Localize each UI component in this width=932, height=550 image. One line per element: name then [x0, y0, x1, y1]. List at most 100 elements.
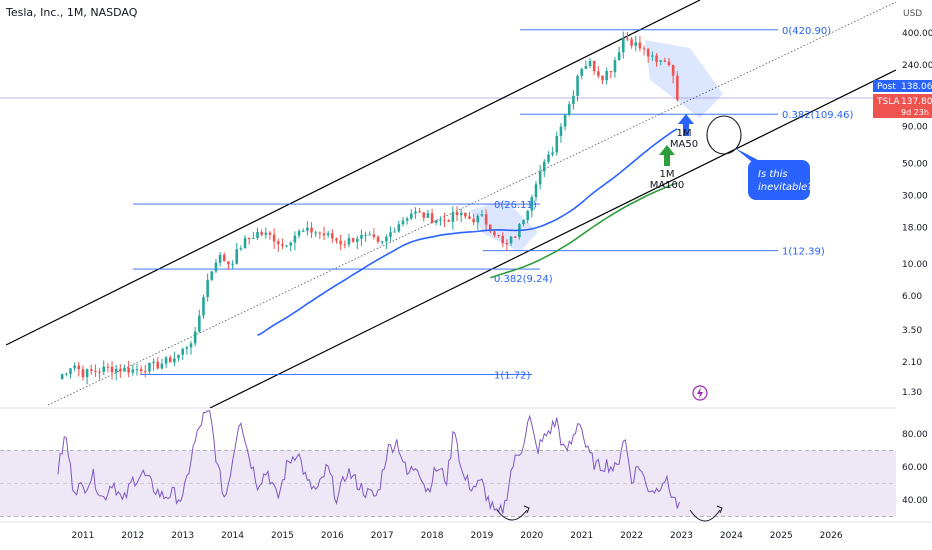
- candle-body: [372, 234, 376, 237]
- candle-body: [439, 219, 442, 221]
- candle-body: [484, 214, 488, 225]
- candle-body: [509, 236, 513, 244]
- callout-pointer: [735, 148, 758, 162]
- candle-body: [293, 235, 297, 243]
- candle-body: [218, 254, 222, 263]
- channel-median: [47, 1, 896, 406]
- candle-body: [459, 212, 463, 216]
- candle-body: [422, 212, 426, 218]
- candle-body: [272, 234, 276, 242]
- price-tick: 30.00: [902, 191, 928, 201]
- price-tick: 3.50: [902, 326, 922, 336]
- candle-body: [135, 369, 139, 371]
- candle-body: [609, 70, 613, 73]
- lightning-bolt: [697, 387, 703, 399]
- candle-body: [505, 243, 509, 245]
- post-label: Post: [877, 82, 896, 92]
- candle-body: [110, 366, 114, 373]
- candle-body: [106, 366, 110, 368]
- price-tick: 400.00: [902, 29, 932, 39]
- ma100-arrow-icon: [659, 145, 675, 166]
- candle-body: [326, 233, 330, 236]
- time-tick: 2026: [820, 531, 843, 541]
- candle-body: [572, 95, 575, 105]
- rsi-tick: 60.00: [902, 463, 928, 473]
- price-tick: 1.30: [902, 388, 922, 398]
- candle-body: [659, 60, 662, 62]
- candle-body: [393, 231, 396, 233]
- candle-body: [331, 233, 334, 239]
- callout-text-line1: Is this: [758, 169, 788, 180]
- candle-body: [189, 343, 193, 348]
- candle-body: [69, 368, 72, 374]
- candle-body: [634, 42, 638, 46]
- candle-body: [301, 230, 305, 232]
- candle-body: [89, 369, 93, 371]
- candle-body: [447, 220, 450, 222]
- candle-body: [127, 367, 130, 373]
- candle-body: [102, 366, 106, 372]
- candle-body: [148, 362, 151, 372]
- fib-label-4: 0.382(9.24): [494, 274, 553, 285]
- candle-body: [198, 315, 201, 332]
- currency-label: USD: [903, 9, 922, 19]
- candle-body: [181, 348, 184, 355]
- candle-body: [65, 373, 68, 375]
- candle-body: [160, 363, 164, 369]
- ma-label-ma100: MA100: [650, 180, 685, 191]
- ma-label-ma50: 1M: [677, 128, 692, 139]
- channel-upper: [5, 0, 701, 346]
- candle-body: [667, 61, 671, 65]
- time-tick: 2014: [221, 531, 244, 541]
- candle-body: [139, 369, 143, 372]
- price-tick: 2.10: [902, 358, 922, 368]
- price-tick: 90.00: [902, 122, 928, 132]
- candle-body: [493, 231, 496, 235]
- candle-body: [214, 262, 218, 272]
- time-tick: 2020: [520, 531, 543, 541]
- time-tick: 2023: [670, 531, 693, 541]
- candle-body: [676, 75, 679, 100]
- candle-body: [119, 368, 122, 372]
- correction-box-2022: [645, 40, 723, 118]
- ma50-arrow-icon: [678, 114, 694, 136]
- candle-body: [468, 216, 471, 219]
- candle-body: [81, 369, 85, 378]
- price-tick: 240.00: [902, 61, 932, 71]
- candle-body: [131, 369, 135, 373]
- time-tick: 2013: [171, 531, 194, 541]
- callout-bubble: [748, 160, 810, 200]
- ma-label-ma100: 1M: [660, 169, 675, 180]
- candle-body: [534, 184, 538, 198]
- candle-body: [455, 212, 459, 216]
- candle-body: [347, 238, 351, 245]
- candle-body: [98, 371, 101, 373]
- candle-body: [646, 49, 650, 57]
- candle-body: [405, 218, 409, 221]
- candle-body: [476, 215, 480, 223]
- candle-body: [497, 234, 500, 236]
- rsi-tick: 40.00: [902, 496, 928, 506]
- post-value: 138.06: [901, 82, 932, 92]
- chart-title: Tesla, Inc., 1M, NASDAQ: [6, 6, 138, 19]
- fib-label-1: 0.382(109.46): [782, 110, 854, 121]
- candle-body: [318, 232, 322, 234]
- candle-body: [551, 152, 554, 155]
- candle-body: [434, 220, 438, 223]
- candle-body: [630, 39, 633, 46]
- time-tick: 2018: [421, 531, 444, 541]
- price-tick: 6.00: [902, 292, 922, 302]
- candle-body: [177, 354, 180, 359]
- candle-body: [143, 371, 147, 373]
- candle-body: [173, 358, 176, 363]
- fib-label-3: 1(12.39): [782, 247, 825, 258]
- candle-body: [164, 357, 168, 364]
- candle-body: [360, 234, 363, 239]
- candle-body: [94, 370, 97, 372]
- rsi-bottom-arc-2023: [689, 509, 721, 522]
- candle-body: [642, 48, 646, 50]
- candle-body: [368, 234, 372, 236]
- candle-body: [231, 263, 234, 265]
- candle-body: [567, 104, 571, 115]
